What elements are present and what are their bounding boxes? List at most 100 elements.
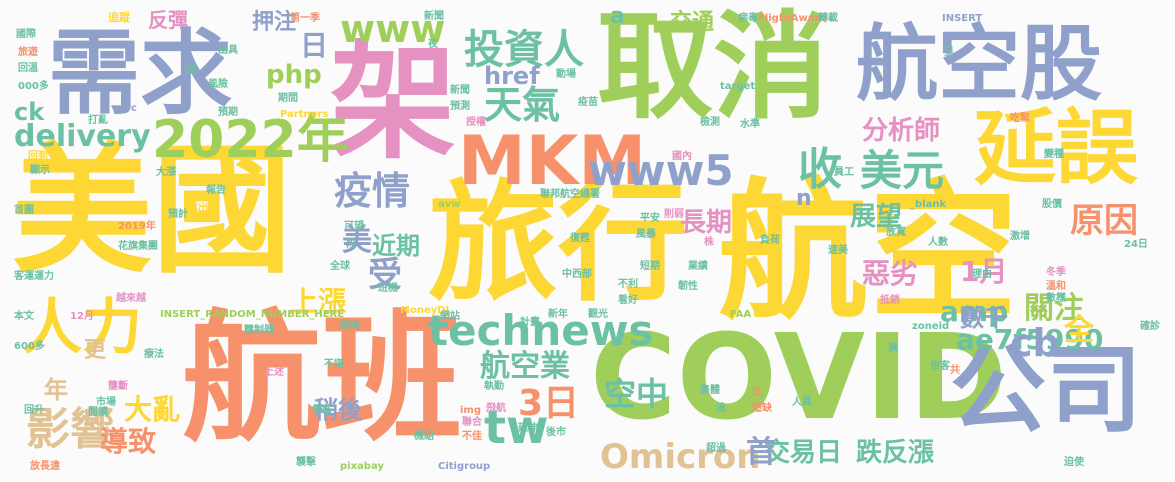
word-zhui: 追 [716, 403, 726, 414]
word-technews: technews [428, 306, 654, 355]
word-img: img [460, 405, 482, 416]
word-fusu: 復甦 [570, 233, 590, 244]
word-dongchang: 動場 [556, 69, 576, 80]
word-yuqi: 預期 [218, 107, 238, 118]
word-24ri: 24日 [1124, 239, 1148, 250]
word-wenhe: 溫和 [1046, 281, 1066, 292]
word-duanqi: 短期 [640, 261, 660, 272]
word-src: src [120, 103, 137, 114]
word-daluan2: 打亂 [88, 115, 108, 126]
word-yuedu: 閱讀 [88, 407, 108, 418]
word-fangchangyuan: 放長遠 [30, 461, 60, 472]
word-quan: 全 [1064, 313, 1094, 348]
word-keyunyunli: 客運運力 [14, 271, 54, 282]
word-sumei: 速美 [828, 245, 848, 256]
word-dazhang: 大漲 [156, 167, 176, 178]
word-cb: cb [1010, 321, 1060, 365]
word-shouquan: 授權 [466, 117, 486, 128]
word-fuhe: 負荷 [760, 235, 780, 246]
word-poshi: 迫使 [1064, 457, 1084, 468]
word-jiti: 集體 [700, 385, 720, 396]
word-xuqiu: 需求 [48, 20, 233, 127]
word-bujia: 不佳 [462, 431, 482, 442]
word-huiwen: 回溫 [18, 63, 38, 74]
word-kanhao: 看好 [618, 295, 638, 306]
word-tianqi: 天氣 [484, 83, 561, 127]
word-tw: tw [484, 400, 549, 454]
word-hangkonggu: 航空股 [856, 17, 1103, 112]
word-mkm: MKM [458, 122, 647, 201]
word-ae7f5990: ae7f5990 [956, 323, 1104, 356]
word-partners: Partners [280, 109, 329, 120]
word-elie: 惡劣 [862, 257, 919, 290]
word-shou: 收 [798, 144, 842, 195]
word-lianbang: 聯邦航空總署 [540, 189, 600, 200]
word-600duo: 600多 [14, 341, 45, 352]
word-quezhen: 確診 [1140, 321, 1160, 332]
word-zhichu: 指出 [188, 203, 208, 214]
word-xiji: 襲擊 [296, 457, 316, 468]
word-meiyuan: 美元 [860, 146, 945, 195]
word-xinnian: 新年 [548, 309, 568, 320]
word-kongzhong: 空中 [604, 375, 669, 413]
word-shuyang: 數樣 [1046, 293, 1066, 304]
word-liyou: 理由 [972, 269, 992, 280]
word-shangshu: 上述 [264, 367, 284, 378]
word-shangzhang: 上漲 [290, 285, 347, 318]
word-insert-random: INSERT_RANDOM_NUMBER_HERE [160, 309, 345, 320]
word-longzhiqi: 壟制器 [244, 325, 274, 336]
word-bianzhong: 變種 [1044, 149, 1064, 160]
word-buli: 不利 [618, 279, 638, 290]
word-liaofa: 療法 [144, 349, 164, 360]
word-guang: 廣 [888, 343, 898, 354]
word-jiaotong: 交通 [670, 10, 715, 35]
word-wangzhan: 網站 [440, 311, 460, 322]
word-diqu: 地區 [312, 405, 332, 416]
word-shaohou: 稍後 [314, 396, 362, 424]
word-huaqijituan: 花旗集團 [118, 241, 158, 252]
word-quanqiu: 全球 [330, 261, 350, 272]
word-php: php [266, 60, 322, 90]
word-target: target [720, 81, 756, 92]
word-ye: 夜 [428, 39, 438, 50]
word-2022nian: 2022年 [152, 110, 349, 170]
word-diefanzhang: 跌反漲 [856, 438, 935, 468]
word-yingxiang: 影響 [26, 404, 114, 455]
word-chuju: 出具 [218, 45, 238, 56]
word-www5: www5 [588, 146, 734, 195]
word-hangkongye: 航空業 [480, 349, 570, 384]
word-insert: INSERT [942, 13, 983, 24]
word-yuji: 預計 [168, 209, 188, 220]
word-yeji: 業績 [688, 261, 708, 272]
word-meiguo: 美國 [12, 130, 293, 293]
word-zhuanzai: 轉載 [818, 13, 838, 24]
word-hangkong: 航空 [718, 166, 1019, 340]
word-qijian: 期間 [278, 93, 298, 104]
word-diyiji: 第一季 [290, 13, 320, 24]
word-yuelaiyue: 越來越 [116, 293, 146, 304]
word-yanshen: 延伸 [518, 423, 538, 434]
word-fantan: 反彈 [148, 8, 188, 32]
word-zhiqin: 執勤 [484, 381, 504, 392]
word-href: href [484, 62, 540, 90]
word-bukan: 不堪 [324, 359, 344, 370]
word-pixabay: pixabay [340, 461, 384, 472]
word-touziren: 投資人 [464, 27, 584, 73]
word-jia: 架 [330, 29, 456, 176]
word-yanwu: 延誤 [974, 101, 1139, 196]
word-zoneid: zoneid [912, 321, 950, 332]
word-longduan: 壟斷 [108, 381, 128, 392]
word-jihua: 計畫 [520, 317, 540, 328]
word-citigroup: Citigroup [438, 461, 491, 472]
word-jizeng: 激增 [1010, 231, 1030, 242]
word-renyuan: 人員 [792, 397, 812, 408]
word-zhongxibu: 中西部 [562, 269, 592, 280]
word-renshu: 人數 [928, 237, 948, 248]
word-banji: 班機 [378, 283, 398, 294]
word-jizu: 機組 [414, 431, 434, 442]
word-000duo: 000多 [18, 81, 49, 92]
word-n: n [796, 186, 812, 211]
word-guoji: 國際 [16, 29, 36, 40]
word-hangban: 航班 [182, 298, 463, 461]
